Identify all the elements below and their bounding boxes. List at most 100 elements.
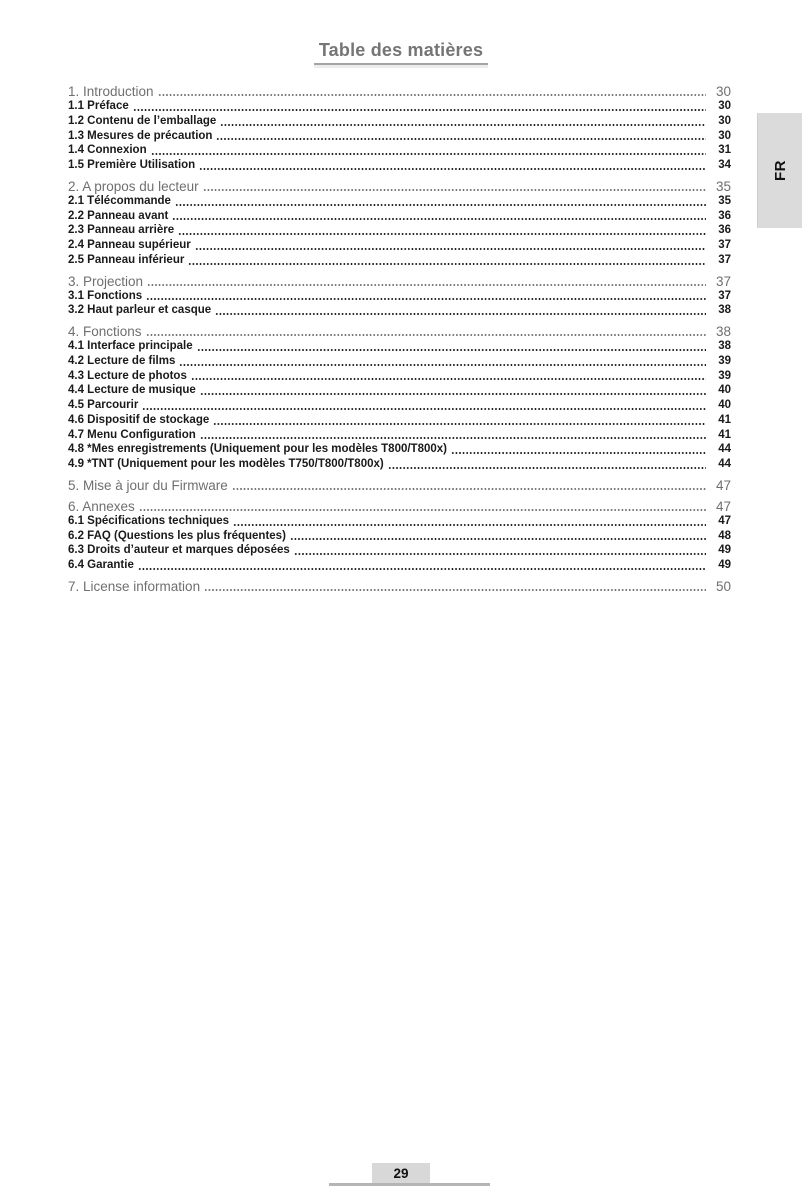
- dot-leader: [179, 363, 706, 366]
- dot-leader: [204, 588, 706, 591]
- toc-entry-page: 30: [718, 129, 731, 142]
- dot-leader: [199, 393, 706, 395]
- toc-entry-page: 40: [718, 399, 731, 411]
- toc-section-row: 3. Projection 37: [68, 274, 731, 289]
- toc-entry-label: 3.1 Fonctions: [68, 289, 143, 302]
- dot-leader: [289, 538, 706, 541]
- title-wrap: Table des matières: [0, 40, 802, 65]
- dot-leader: [231, 487, 706, 490]
- toc-entry-page: 30: [718, 114, 731, 127]
- dot-leader: [142, 407, 706, 410]
- dot-leader: [216, 138, 706, 141]
- toc-entry-label: 2. A propos du lecteur: [68, 178, 199, 194]
- page-title: Table des matières: [313, 40, 489, 65]
- toc-entry-label: 3.2 Haut parleur et casque: [68, 304, 212, 317]
- dot-leader: [293, 553, 706, 555]
- toc-item-row: 4.5 Parcourir 40: [68, 398, 731, 413]
- dot-leader: [172, 218, 706, 221]
- toc-entry-page: 35: [718, 194, 731, 207]
- toc-entry-label: 4.2 Lecture de films: [68, 354, 176, 367]
- toc-entry-page: 36: [718, 209, 731, 222]
- toc-entry-label: 1.2 Contenu de l’emballage: [68, 114, 217, 127]
- toc-section-row: 2. A propos du lecteur 35: [68, 179, 731, 194]
- toc-section-row: 4. Fonctions 38: [68, 324, 731, 339]
- toc-item-row: 6.2 FAQ (Questions les plus fréquentes) 4…: [68, 529, 731, 544]
- dot-leader: [215, 313, 706, 315]
- toc-entry-page: 30: [718, 100, 731, 112]
- toc-entry-page: 48: [718, 529, 731, 542]
- toc-item-row: 4.4 Lecture de musique 40: [68, 383, 731, 398]
- toc-entry-page: 47: [715, 477, 731, 493]
- toc-entry-page: 37: [718, 289, 731, 302]
- dot-leader: [146, 298, 706, 301]
- dot-leader: [188, 262, 706, 265]
- toc-item-row: 3.1 Fonctions 37: [68, 289, 731, 304]
- toc-item-row: 1.2 Contenu de l’emballage 30: [68, 114, 731, 129]
- footer-rule: [329, 1183, 490, 1186]
- toc-entry-page: 44: [718, 458, 731, 470]
- toc-item-row: 4.8 *Mes enregistrements (Uniquement pou…: [68, 442, 731, 457]
- toc-entry-label: 5. Mise à jour du Firmware: [68, 477, 228, 493]
- dot-leader: [451, 452, 706, 454]
- toc-item-row: 2.2 Panneau avant 36: [68, 209, 731, 224]
- toc-entry-page: 47: [715, 498, 731, 514]
- toc-entry-label: 1.4 Connexion: [68, 144, 147, 157]
- toc-entry-label: 6.3 Droits d’auteur et marques déposées: [68, 544, 290, 557]
- dot-leader: [202, 188, 706, 191]
- toc-item-row: 2.4 Panneau supérieur 37: [68, 238, 731, 253]
- toc-item-row: 6.1 Spécifications techniques 47: [68, 514, 731, 529]
- dot-leader: [138, 508, 706, 511]
- dot-leader: [174, 203, 706, 206]
- toc-section-row: 6. Annexes 47: [68, 499, 731, 514]
- toc-entry-label: 3. Projection: [68, 273, 144, 289]
- toc-entry-label: 7. License information: [68, 578, 201, 594]
- toc-item-row: 4.7 Menu Configuration 41: [68, 428, 731, 443]
- toc-section-row: 7. License information 50: [68, 579, 731, 594]
- toc-entry-label: 1. Introduction: [68, 84, 154, 99]
- dot-leader: [145, 334, 706, 336]
- toc-entry-page: 41: [718, 413, 731, 426]
- toc-entry-label: 4.6 Dispositif de stockage: [68, 413, 210, 426]
- toc-entry-page: 49: [718, 544, 731, 557]
- toc-item-row: 4.3 Lecture de photos 39: [68, 369, 731, 384]
- toc-entry-label: 1.1 Préface: [68, 100, 129, 112]
- toc-entry-page: 37: [718, 253, 731, 266]
- toc-entry-label: 4.1 Interface principale: [68, 340, 193, 352]
- dot-leader: [196, 348, 706, 351]
- toc-entry-page: 34: [718, 159, 731, 171]
- toc-entry-page: 30: [715, 84, 731, 99]
- toc-entry-page: 38: [718, 340, 731, 352]
- toc-entry-label: 1.5 Première Utilisation: [68, 159, 196, 171]
- toc-item-row: 4.9 *TNT (Uniquement pour les modèles T7…: [68, 457, 731, 472]
- toc-entry-page: 38: [715, 324, 731, 339]
- language-tab: FR: [757, 113, 802, 228]
- toc-entry-label: 2.4 Panneau supérieur: [68, 239, 191, 251]
- dot-leader: [157, 94, 706, 96]
- table-of-contents: 1. Introduction 30 1.1 Préface 30 1.2 Conten…: [68, 84, 731, 594]
- toc-entry-label: 2.5 Panneau inférieur: [68, 253, 185, 266]
- toc-entry-label: 4.9 *TNT (Uniquement pour les modèles T7…: [68, 458, 384, 470]
- toc-item-row: 1.5 Première Utilisation 34: [68, 158, 731, 173]
- toc-entry-page: 36: [718, 224, 731, 237]
- toc-item-row: 4.1 Interface principale 38: [68, 339, 731, 354]
- toc-entry-label: 4.7 Menu Configuration: [68, 428, 196, 441]
- toc-entry-label: 1.3 Mesures de précaution: [68, 129, 213, 142]
- toc-entry-label: 2.3 Panneau arrière: [68, 224, 175, 237]
- toc-item-row: 4.6 Dispositif de stockage 41: [68, 413, 731, 428]
- dot-leader: [199, 437, 706, 440]
- toc-entry-label: 2.1 Télécommande: [68, 194, 171, 207]
- toc-item-row: 2.5 Panneau inférieur 37: [68, 253, 731, 268]
- toc-item-row: 4.2 Lecture de films 39: [68, 354, 731, 369]
- dot-leader: [194, 247, 706, 250]
- toc-section-row: 1. Introduction 30: [68, 84, 731, 99]
- toc-entry-page: 40: [718, 384, 731, 397]
- toc-item-row: 1.3 Mesures de précaution 30: [68, 129, 731, 144]
- toc-item-row: 1.1 Préface 30: [68, 99, 731, 114]
- dot-leader: [199, 167, 706, 170]
- toc-entry-page: 50: [715, 578, 731, 594]
- toc-entry-page: 35: [715, 178, 731, 194]
- toc-item-row: 3.2 Haut parleur et casque 38: [68, 303, 731, 318]
- toc-entry-label: 4.5 Parcourir: [68, 399, 139, 411]
- toc-entry-label: 6.1 Spécifications techniques: [68, 514, 230, 527]
